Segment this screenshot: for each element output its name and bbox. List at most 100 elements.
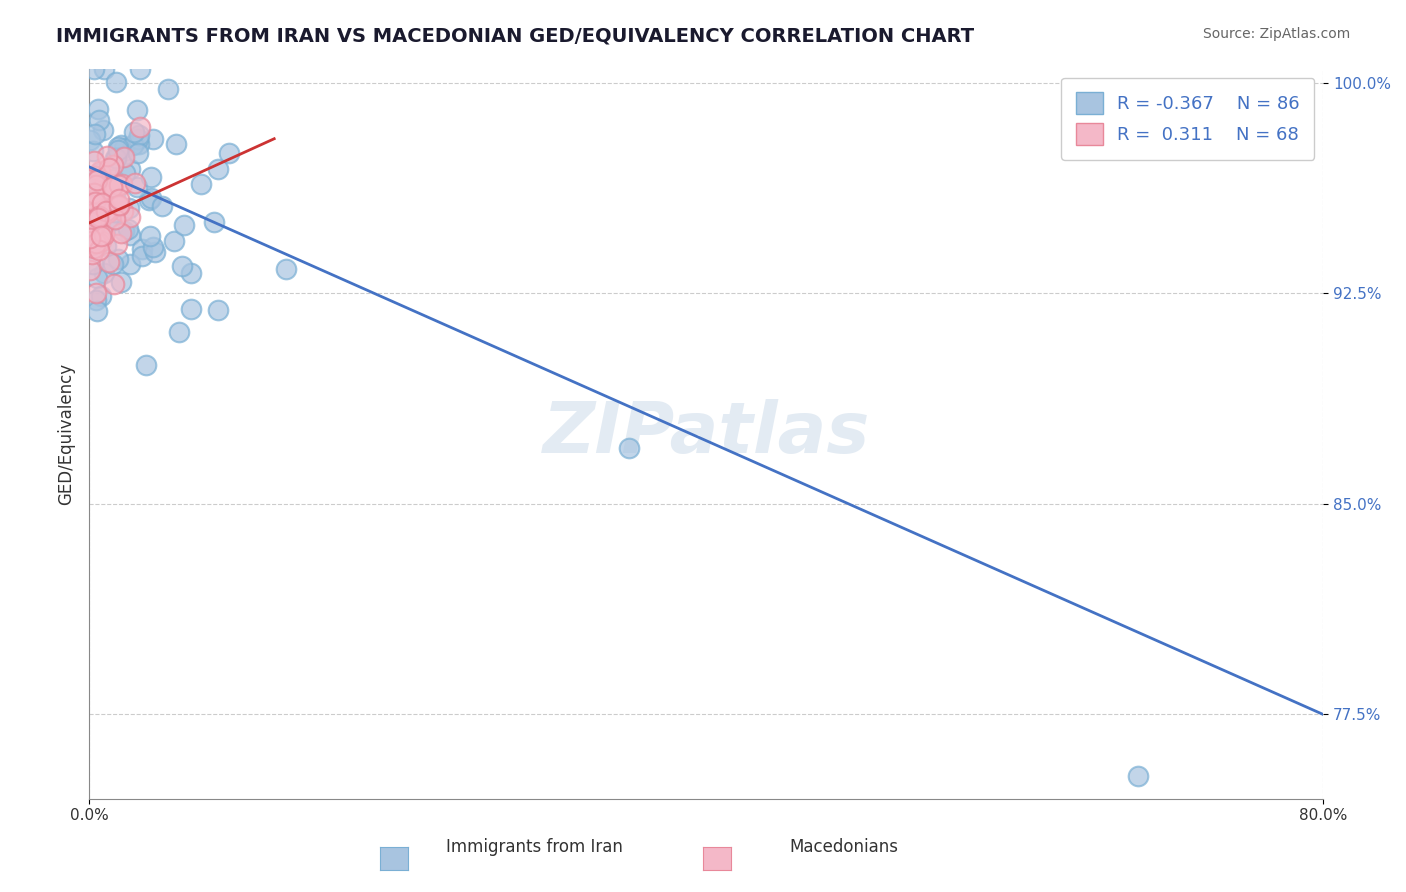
Point <box>98 255 121 269</box>
Point <box>97 211 120 226</box>
Point <box>180 301 202 316</box>
Point <box>117 222 139 236</box>
Point <box>617 441 640 455</box>
Point <box>96 205 118 219</box>
Point <box>80 237 103 252</box>
Point <box>87 112 110 127</box>
Point <box>93 182 115 196</box>
Point <box>84 229 107 244</box>
Point <box>150 199 173 213</box>
Point <box>90 229 112 244</box>
Point <box>101 179 124 194</box>
Point <box>89 164 111 178</box>
Point <box>80 215 103 229</box>
Point <box>83 195 105 210</box>
Point <box>93 266 115 280</box>
Point <box>104 75 127 89</box>
Point <box>139 169 162 184</box>
Point <box>96 192 118 206</box>
Point <box>131 249 153 263</box>
Point <box>131 242 153 256</box>
Point <box>82 257 104 271</box>
Point <box>79 214 101 228</box>
Point <box>105 195 128 210</box>
Point <box>180 266 202 280</box>
Point <box>87 103 110 117</box>
Point <box>118 227 141 242</box>
Point <box>101 180 124 194</box>
Point <box>83 242 105 256</box>
Point <box>90 289 112 303</box>
Point <box>114 165 136 179</box>
Point <box>128 136 150 151</box>
Point <box>112 141 135 155</box>
Point <box>87 235 110 250</box>
Point <box>142 132 165 146</box>
Point <box>107 193 129 207</box>
Point <box>107 143 129 157</box>
Point <box>83 220 105 235</box>
Point <box>108 199 131 213</box>
Point <box>90 195 112 210</box>
Point <box>83 186 105 201</box>
Point <box>91 122 114 136</box>
Point <box>98 161 121 176</box>
Point <box>89 214 111 228</box>
Point <box>96 203 118 218</box>
Point <box>139 229 162 244</box>
Point <box>103 211 125 226</box>
Point <box>128 120 150 135</box>
Point <box>94 239 117 253</box>
Point <box>127 132 149 146</box>
Point <box>121 137 143 152</box>
Point <box>138 193 160 207</box>
Text: Source: ZipAtlas.com: Source: ZipAtlas.com <box>1202 27 1350 41</box>
Point <box>83 169 105 183</box>
Point <box>190 177 212 191</box>
Point <box>90 234 112 248</box>
Point <box>169 325 191 339</box>
Point <box>93 227 115 242</box>
Point <box>120 211 142 225</box>
Point <box>105 151 128 165</box>
Point <box>104 205 127 219</box>
Point <box>79 208 101 222</box>
Point <box>83 62 105 76</box>
Point <box>83 153 105 168</box>
Point <box>84 236 107 251</box>
Point <box>108 178 131 192</box>
Point <box>112 150 135 164</box>
Point <box>276 261 298 276</box>
Point <box>79 170 101 185</box>
Point <box>104 151 127 165</box>
Point <box>110 137 132 152</box>
Point <box>125 180 148 194</box>
Point <box>128 62 150 76</box>
Point <box>110 227 132 241</box>
Point <box>141 191 163 205</box>
Point <box>82 212 104 227</box>
Point <box>173 219 195 233</box>
Point <box>86 286 108 301</box>
Point <box>98 204 121 219</box>
Point <box>84 200 107 214</box>
Point <box>98 182 121 196</box>
Point <box>90 191 112 205</box>
Point <box>82 193 104 207</box>
Point <box>80 223 103 237</box>
Point <box>86 191 108 205</box>
Point <box>100 192 122 206</box>
Point <box>87 208 110 222</box>
Y-axis label: GED/Equivalency: GED/Equivalency <box>58 362 75 505</box>
Point <box>172 259 194 273</box>
Point <box>79 133 101 147</box>
Point <box>142 240 165 254</box>
Point <box>82 247 104 261</box>
Point <box>103 257 125 271</box>
Point <box>80 178 103 192</box>
Point <box>127 145 149 160</box>
Point <box>86 271 108 285</box>
Point <box>163 234 186 248</box>
Point <box>107 140 129 154</box>
Point <box>93 227 115 242</box>
